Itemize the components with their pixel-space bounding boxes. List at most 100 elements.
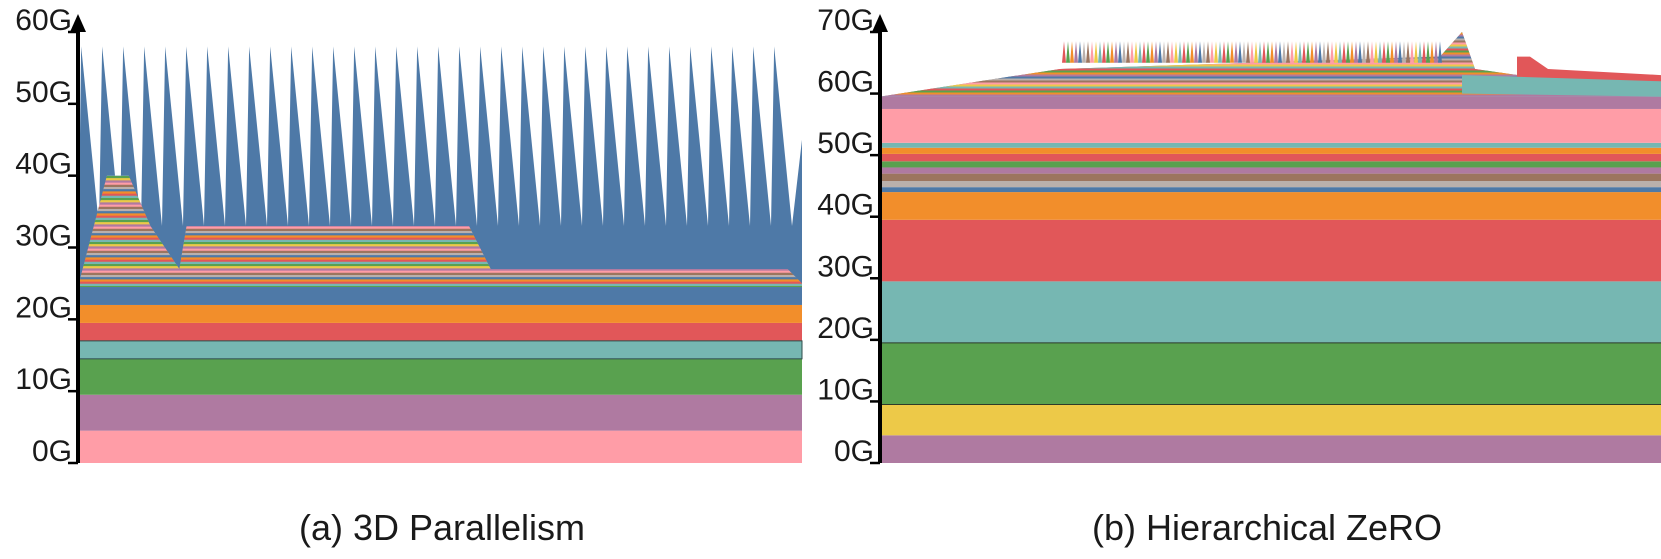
data-spike (1314, 41, 1318, 63)
data-spike (1366, 41, 1370, 63)
data-spike (1362, 41, 1366, 63)
data-spike (1226, 41, 1230, 63)
data-spike (1318, 41, 1322, 63)
data-spike (1378, 41, 1382, 63)
data-layer (880, 147, 1661, 154)
data-spike (1242, 41, 1246, 63)
data-spike (1146, 41, 1150, 63)
data-spike (1098, 41, 1102, 63)
data-spike (1118, 41, 1122, 63)
data-spike (1358, 41, 1362, 63)
data-layer (880, 173, 1661, 182)
data-spike (1294, 41, 1298, 63)
data-spike (1382, 41, 1386, 63)
data-spike (1374, 41, 1378, 63)
y-tick-label: 40G (15, 148, 72, 181)
data-layer (880, 219, 1661, 282)
data-spike (1286, 41, 1290, 63)
data-spike (1158, 41, 1162, 63)
data-spike (1150, 41, 1154, 63)
data-spike (1222, 41, 1226, 63)
data-layer (880, 167, 1661, 174)
data-spike (1170, 41, 1174, 63)
data-spike (1078, 41, 1082, 63)
data-spike (1218, 41, 1222, 63)
data-spike (1346, 41, 1350, 63)
data-layer (880, 161, 1661, 168)
data-spike (1250, 41, 1254, 63)
data-layer (78, 322, 802, 341)
data-spike (1126, 41, 1130, 63)
data-layer (880, 142, 1661, 148)
data-spike (1070, 41, 1074, 63)
data-spike (1094, 41, 1098, 63)
data-spike (1066, 41, 1070, 63)
data-spike (1298, 41, 1302, 63)
data-spike (1214, 41, 1218, 63)
data-spike (1238, 41, 1242, 63)
data-layer (880, 187, 1661, 193)
y-tick-label: 70G (817, 4, 874, 37)
data-layer (880, 181, 1661, 188)
data-spike (1114, 41, 1118, 63)
data-spike (1182, 41, 1186, 63)
data-spike (1438, 41, 1442, 63)
data-spike (1190, 41, 1194, 63)
data-spike (1398, 41, 1402, 63)
data-layer (78, 304, 802, 323)
data-spike (1090, 41, 1094, 63)
data-layer (880, 342, 1661, 405)
data-spike (1354, 41, 1358, 63)
data-layer (78, 430, 802, 463)
data-spike (1418, 41, 1422, 63)
data-spike (1166, 41, 1170, 63)
chart-3d-parallelism: 0G 10G 20G 30G 40G 50G 60G (15, 4, 803, 468)
data-spike (1402, 41, 1406, 63)
data-spike (1290, 41, 1294, 63)
data-spike (1330, 41, 1334, 63)
y-tick-label: 60G (817, 66, 874, 99)
data-spike (1138, 41, 1142, 63)
data-spike (1326, 41, 1330, 63)
data-spike (1422, 41, 1426, 63)
data-layer (880, 108, 1661, 143)
data-spike (1274, 41, 1278, 63)
data-layer (78, 340, 802, 359)
data-spike (1430, 41, 1434, 63)
data-spike (1434, 41, 1438, 63)
data-spike (1062, 41, 1066, 63)
data-layer (880, 96, 1661, 109)
data-spike (1254, 41, 1258, 63)
data-spike (1202, 41, 1206, 63)
data-spike (1270, 41, 1274, 63)
data-spike (1210, 41, 1214, 63)
caption-3d-parallelism: (a) 3D Parallelism (299, 507, 585, 548)
data-layer (78, 358, 802, 395)
data-spike (1186, 41, 1190, 63)
y-tick-label: 10G (817, 373, 874, 406)
data-spike (1082, 41, 1086, 63)
data-spike (1342, 41, 1346, 63)
data-spike (1174, 41, 1178, 63)
data-layer (78, 394, 802, 431)
data-spike (1258, 41, 1262, 63)
data-spike (1086, 41, 1090, 63)
data-spike (1266, 41, 1270, 63)
data-spike (1390, 41, 1394, 63)
y-tick-label: 0G (834, 435, 874, 468)
data-layer (880, 435, 1661, 463)
data-spike (1310, 41, 1314, 63)
data-spike (1074, 41, 1078, 63)
data-layer (880, 281, 1661, 343)
y-tick-label: 30G (15, 220, 72, 253)
data-layer (880, 153, 1661, 162)
data-spike (1426, 41, 1430, 63)
data-spike (1262, 41, 1266, 63)
y-tick-label: 20G (817, 312, 874, 345)
data-spike (1338, 41, 1342, 63)
data-spike (1322, 41, 1326, 63)
data-spike (1230, 41, 1234, 63)
data-spike (1198, 41, 1202, 63)
data-spike (1130, 41, 1134, 63)
